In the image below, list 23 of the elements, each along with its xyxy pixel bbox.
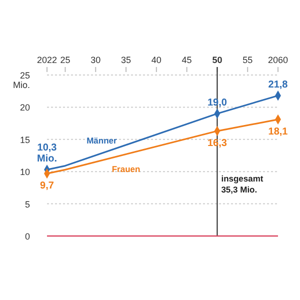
x-tick-label: 2022	[36, 55, 58, 65]
data-label: 18,1	[268, 126, 288, 138]
series-label: Frauen	[112, 164, 140, 174]
x-tick-label: 2060	[268, 55, 288, 65]
x-tick-label: 25	[60, 55, 70, 65]
x-tick-label: 30	[90, 55, 101, 65]
data-label: 9,7	[40, 180, 54, 192]
data-label: 10,3 Mio.	[37, 142, 58, 165]
y-tick-label: 15	[20, 134, 30, 145]
x-tick-label: 45	[182, 55, 192, 65]
y-tick-label: 10	[20, 167, 30, 178]
x-tick-label: 55	[242, 55, 253, 65]
ref-line-label: insgesamt 35,3 Mio.	[221, 173, 264, 194]
y-tick-label: 0	[24, 232, 30, 242]
x-tick-label: 50	[212, 55, 222, 65]
x-tick-label: 40	[151, 55, 162, 65]
y-tick-label: 5	[24, 199, 30, 210]
x-tick-label: 35	[121, 55, 132, 65]
y-axis-title: Mio.	[12, 80, 30, 90]
y-tick-label: 25	[20, 70, 30, 80]
y-tick-label: 20	[20, 102, 30, 113]
series-label: Männer	[86, 135, 118, 146]
data-label: 21,8	[268, 80, 288, 91]
